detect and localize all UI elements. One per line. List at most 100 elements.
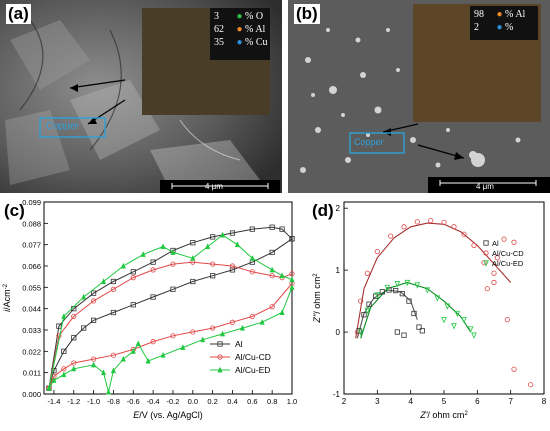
fit-curve (355, 222, 512, 339)
data-point (239, 324, 245, 331)
x-tick-label: -0.4 (147, 397, 160, 406)
data-point (494, 255, 500, 261)
data-point (461, 231, 467, 237)
x-tick-label: 5 (442, 397, 447, 406)
x-tick-label: -1.4 (47, 397, 60, 406)
x-tick-label: 2 (342, 397, 347, 406)
data-point (289, 271, 295, 277)
data-point (71, 360, 77, 366)
data-point (401, 332, 407, 338)
x-tick-label: -1.0 (87, 397, 100, 406)
legend-label: Al/Cu-ED (492, 259, 524, 268)
data-point (364, 307, 371, 315)
data-point (441, 219, 447, 226)
eds-value: 98 (474, 9, 484, 20)
data-point (374, 292, 381, 299)
data-point (379, 289, 385, 295)
x-axis-label-var: E (133, 410, 140, 420)
data-point (269, 273, 275, 279)
sem-image-b: (b) 98 ● % Al 2 ● % Copper 4 μm (288, 0, 550, 193)
panel-label-a: (a) (6, 4, 31, 24)
panel-label-c: (c) (4, 201, 25, 220)
data-point (110, 367, 117, 374)
y-axis-label: Z''/ ohm cm2 (312, 273, 322, 324)
data-point (110, 309, 117, 316)
series-al-cu-cd (354, 217, 534, 388)
data-point (401, 224, 407, 230)
data-point (150, 267, 156, 273)
data-point (471, 332, 477, 339)
eds-legend-b: 98 ● % Al 2 ● % (474, 8, 525, 34)
data-point (170, 333, 176, 339)
data-point (190, 240, 196, 246)
x-tick-label: 0.8 (267, 397, 277, 406)
eds-element: % Al (245, 24, 266, 35)
data-point (441, 317, 447, 324)
legend-marker (483, 250, 489, 256)
y-tick-label: 0.066 (22, 262, 41, 271)
x-tick-label: 7 (508, 397, 513, 406)
data-point (210, 234, 216, 240)
data-point (249, 269, 255, 275)
data-point (467, 326, 474, 333)
y-tick-label: 0.077 (22, 241, 41, 250)
data-point (46, 384, 52, 391)
eds-row: 3 ● % O (214, 10, 268, 23)
data-point (160, 243, 166, 250)
y-tick-label: 0.044 (22, 305, 41, 314)
data-point (491, 279, 497, 286)
y-tick-label: 0.000 (22, 390, 41, 399)
panel-label-d: (d) (312, 201, 334, 220)
data-point (279, 272, 285, 279)
x-axis-label-exp: 2 (464, 411, 468, 417)
y-tick-label: 0 (336, 328, 341, 337)
data-point (491, 270, 497, 276)
y-tick-label: 2 (336, 204, 341, 213)
eds-row: 35 ● % Cu (214, 36, 268, 49)
data-point (190, 254, 196, 261)
data-point (91, 290, 97, 296)
data-point (61, 366, 67, 372)
panel-label-b: (b) (294, 4, 320, 24)
data-point (56, 323, 62, 329)
eds-value: 62 (214, 24, 224, 35)
panel-d: (d) 2 3 4 5 6 7 8 -1 0 1 2 Z'/ ohm cm2 Z''/ ohm cm2 Al… (308, 196, 550, 426)
x-tick-label: 1.0 (287, 397, 297, 406)
eds-value: 35 (214, 37, 224, 48)
fit-curve (360, 281, 472, 339)
x-tick-label: 6 (475, 397, 480, 406)
y-tick-label: 0.099 (22, 198, 41, 207)
y-axis-label-unit: /Acm (2, 289, 12, 310)
copper-annotation-a: Copper (46, 121, 79, 132)
series-al-cu-ed (46, 231, 295, 395)
y-axis-label-exp: -2 (3, 283, 9, 289)
data-point (130, 275, 136, 281)
data-point (71, 335, 77, 341)
data-point (249, 226, 255, 232)
data-point (419, 328, 425, 334)
legend-label: Al/Cu-CD (235, 352, 271, 362)
data-point (229, 267, 236, 273)
data-point (279, 309, 285, 315)
data-point (289, 276, 295, 283)
data-point (205, 243, 211, 250)
x-axis-label-unit: /V (vs. Ag/AgCl) (139, 410, 203, 420)
data-point (140, 251, 146, 257)
data-point (279, 226, 285, 232)
data-point (361, 312, 367, 318)
x-tick-label: -0.2 (166, 397, 179, 406)
data-point (81, 325, 87, 331)
data-point (289, 284, 295, 290)
data-point (229, 263, 236, 269)
x-tick-label: -0.8 (107, 397, 120, 406)
data-point (110, 278, 117, 285)
data-point (61, 371, 67, 378)
data-point (100, 278, 107, 284)
data-point (210, 325, 216, 331)
eds-element: % (505, 22, 514, 33)
data-point (259, 318, 265, 325)
data-point (414, 282, 421, 289)
data-point (384, 284, 391, 292)
data-point (364, 270, 370, 276)
